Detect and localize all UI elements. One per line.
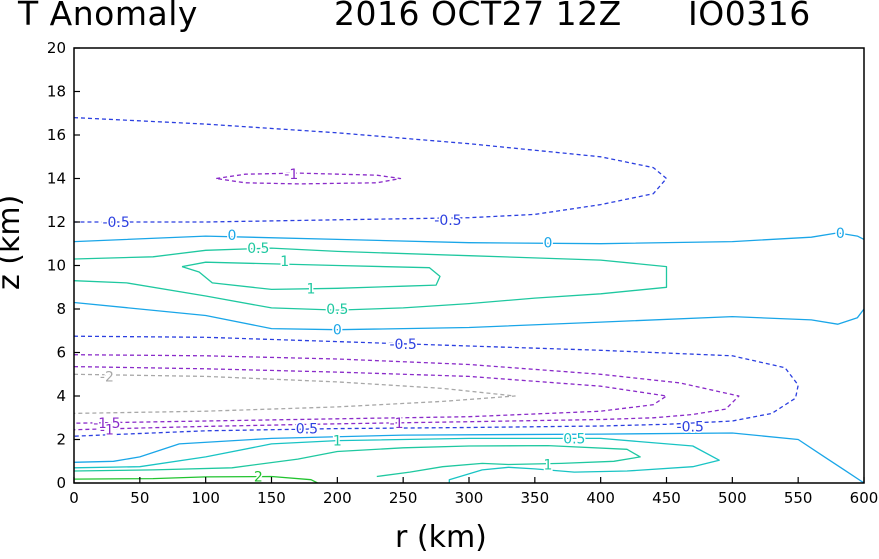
x-tick-label: 150 — [257, 489, 286, 507]
contour-line-neg2-9 — [73, 373, 516, 415]
contour-label: 1 — [333, 434, 342, 450]
contour-label: -0.5 — [434, 213, 461, 229]
contour-label: -0.5 — [390, 337, 417, 353]
contour-label: 0 — [228, 228, 237, 244]
chart-title-label: T Anomaly — [18, 0, 198, 33]
axis-layer: 0 50 100 150 200 250 300 350 400 450 500 550 6000246… — [47, 39, 878, 507]
contour-label: -0.5 — [677, 419, 704, 435]
contour-label: -0.5 — [291, 422, 318, 438]
y-tick-label: 18 — [47, 83, 66, 101]
x-tick-label: 600 — [850, 489, 879, 507]
contour-line-0p5-4 — [73, 247, 668, 311]
contour-label: 1 — [307, 281, 316, 297]
chart-date-label: 2016 OCT27 12Z — [334, 0, 622, 33]
contour-label: -1 — [390, 416, 404, 432]
contour-line-1-12 — [73, 444, 641, 478]
contour-line-0-3 — [73, 301, 865, 331]
contour-line-0-10 — [73, 432, 865, 484]
y-tick-label: 4 — [56, 387, 66, 405]
y-axis-label: z (km) — [0, 194, 27, 290]
contour-label: -2 — [100, 369, 114, 385]
x-tick-label: 400 — [586, 489, 615, 507]
contour-label: 1 — [544, 458, 553, 474]
x-tick-label: 550 — [784, 489, 813, 507]
x-tick-label: 300 — [455, 489, 484, 507]
plot-frame — [73, 47, 865, 484]
y-tick-label: 12 — [47, 213, 66, 231]
y-tick-label: 2 — [56, 431, 66, 449]
x-tick-label: 0 — [69, 489, 79, 507]
x-tick-label: 100 — [191, 489, 220, 507]
y-tick-label: 8 — [56, 300, 66, 318]
storm-id-label: IO0316 — [688, 0, 811, 33]
x-tick-label: 450 — [652, 489, 681, 507]
y-tick-label: 20 — [47, 39, 66, 57]
y-tick-label: 6 — [56, 344, 66, 362]
contour-label: -0.5 — [102, 215, 129, 231]
y-tick-label: 10 — [47, 257, 66, 275]
contour-line-neg0p5-6 — [73, 335, 799, 437]
x-axis-label: r (km) — [395, 520, 487, 555]
contour-line-2-13 — [73, 475, 318, 484]
x-tick-label: 200 — [323, 489, 352, 507]
contour-label: 1 — [280, 254, 289, 270]
contour-label: -1 — [284, 167, 298, 183]
y-tick-label: 0 — [56, 474, 66, 492]
y-tick-label: 14 — [47, 170, 66, 188]
x-tick-label: 500 — [718, 489, 747, 507]
contour-line-0-2 — [73, 232, 865, 245]
contour-line-neg0p5-0 — [73, 116, 668, 223]
y-tick-label: 16 — [47, 126, 66, 144]
x-tick-label: 350 — [521, 489, 550, 507]
contour-line-neg1-7 — [73, 354, 740, 431]
contour-label: 0 — [544, 236, 553, 252]
contour-line-1-5 — [181, 261, 441, 291]
contour-label: -1.5 — [93, 416, 120, 432]
contour-label: 0 — [836, 226, 845, 242]
x-tick-label: 250 — [389, 489, 418, 507]
contour-line-0p5-11 — [73, 437, 720, 483]
x-tick-label: 50 — [130, 489, 149, 507]
contour-label: 0.5 — [247, 241, 269, 257]
contour-label: 2 — [254, 469, 263, 485]
contour-layer — [73, 116, 865, 484]
contour-label: 0 — [333, 323, 342, 339]
contour-label: 0.5 — [563, 431, 585, 447]
contour-label: -1 — [100, 423, 114, 439]
contour-line-neg1p5-8 — [73, 365, 668, 424]
contour-label: 0.5 — [326, 302, 348, 318]
contour-line-neg1-1 — [216, 172, 402, 185]
